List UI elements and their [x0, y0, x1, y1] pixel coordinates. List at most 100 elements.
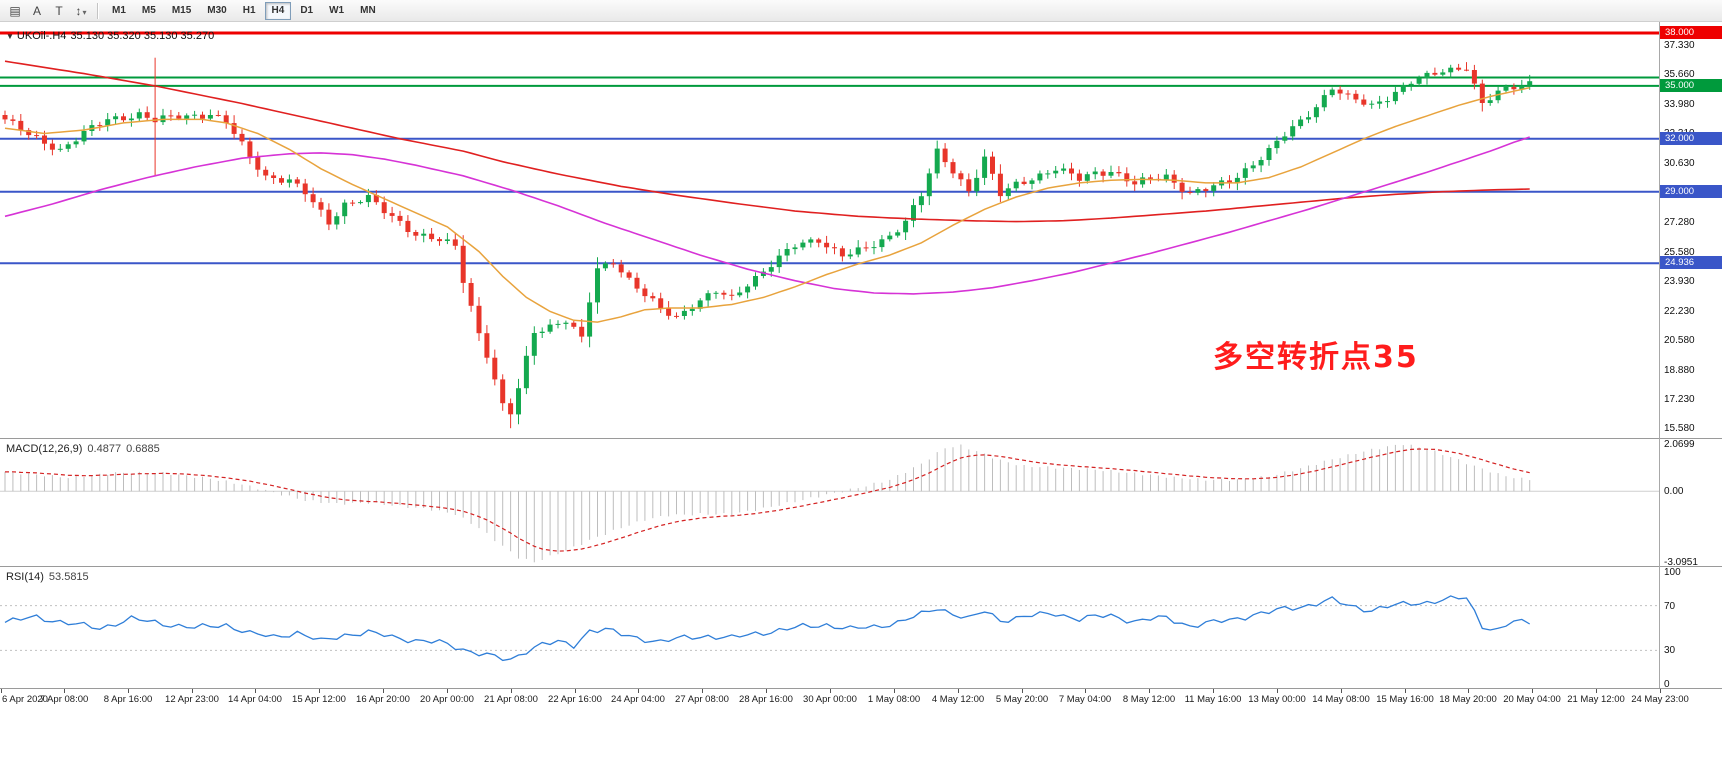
- time-axis-tick: [1596, 689, 1597, 693]
- time-axis-tick: [958, 689, 959, 693]
- timeframe-w1-button[interactable]: W1: [322, 2, 351, 20]
- horizontal-lines: [0, 31, 1660, 265]
- time-axis-label: 12 Apr 23:00: [165, 694, 219, 705]
- time-axis-label: 14 Apr 04:00: [228, 694, 282, 705]
- time-axis-label: 30 Apr 00:00: [803, 694, 857, 705]
- price-axis-label: 27.280: [1664, 217, 1695, 228]
- price-axis-label: 35.660: [1664, 69, 1695, 80]
- price-axis-label: 33.980: [1664, 99, 1695, 110]
- time-axis-tick: [447, 689, 448, 693]
- time-axis-tick: [1085, 689, 1086, 693]
- time-axis-tick: [1532, 689, 1533, 693]
- price-tag-24.936: 24.936: [1660, 256, 1722, 269]
- price-axis-label: 22.230: [1664, 306, 1695, 317]
- price-axis-label: 15.580: [1664, 423, 1695, 434]
- time-axis-tick: [1660, 689, 1661, 693]
- time-axis-tick: [1277, 689, 1278, 693]
- time-axis-label: 14 May 08:00: [1312, 694, 1370, 705]
- time-axis-label: 28 Apr 16:00: [739, 694, 793, 705]
- price-tag-38.000: 38.000: [1660, 26, 1722, 39]
- time-axis-label: 27 Apr 08:00: [675, 694, 729, 705]
- timeframe-m30-button[interactable]: M30: [200, 2, 233, 20]
- dropdown-caret-icon: ▾: [82, 7, 87, 17]
- text-tool-button[interactable]: T: [49, 2, 69, 20]
- timeline-separator: [0, 688, 1722, 689]
- chart-layout-button[interactable]: ▤: [5, 2, 25, 20]
- chart-annotation-text: 多空转折点35: [1213, 340, 1419, 375]
- time-axis-tick: [766, 689, 767, 693]
- macd-scale-min: -3.0951: [1664, 557, 1698, 568]
- timeframe-h4-button[interactable]: H4: [264, 1, 292, 20]
- time-axis-tick: [894, 689, 895, 693]
- ohlc-values: 35.130 35.320 35.130 35.270: [70, 30, 215, 42]
- macd-value: 0.4877: [87, 443, 122, 455]
- toolbar-tools: ▤ A T ↕▾: [4, 2, 92, 20]
- time-axis-label: 7 May 04:00: [1058, 694, 1112, 705]
- time-axis-label: 24 May 23:00: [1631, 694, 1689, 705]
- indicators-button[interactable]: ↕▾: [71, 2, 91, 20]
- time-axis-label: 24 Apr 04:00: [611, 694, 665, 705]
- time-axis-label: 16 Apr 20:00: [356, 694, 410, 705]
- main-price-chart[interactable]: [0, 22, 1660, 438]
- time-axis-tick: [1405, 689, 1406, 693]
- macd-pane-separator[interactable]: [0, 438, 1722, 439]
- cursor-pointer-button[interactable]: A: [27, 2, 47, 20]
- time-axis-label: 8 May 12:00: [1122, 694, 1176, 705]
- time-axis-tick: [383, 689, 384, 693]
- symbol-period: UKOil-.H4: [16, 30, 67, 42]
- time-axis-tick: [1, 689, 2, 693]
- price-axis-label: 17.230: [1664, 394, 1695, 405]
- price-tag-32.000: 32.000: [1660, 132, 1722, 145]
- rsi-pane-separator[interactable]: [0, 566, 1722, 567]
- macd-scale-zero: 0.00: [1664, 486, 1684, 497]
- rsi-scale-0: 0: [1664, 679, 1670, 690]
- timeframe-d1-button[interactable]: D1: [293, 2, 320, 20]
- price-axis-divider: [1659, 22, 1660, 688]
- timeframe-m5-button[interactable]: M5: [135, 2, 163, 20]
- price-axis-label: 37.330: [1664, 40, 1695, 51]
- chart-title: ▼ UKOil-.H4 35.130 35.320 35.130 35.270: [6, 30, 218, 42]
- rsi-scale-70: 70: [1664, 601, 1676, 612]
- ma-fast-orange: [4, 86, 1530, 323]
- timeframe-buttons: M1 M5 M15 M30 H1 H4 D1 W1 MN: [104, 1, 384, 20]
- macd-signal-line: [4, 448, 1530, 552]
- time-axis-tick: [319, 689, 320, 693]
- timeframe-m15-button[interactable]: M15: [165, 2, 198, 20]
- time-axis-tick: [1213, 689, 1214, 693]
- macd-indicator-pane[interactable]: [0, 440, 1660, 566]
- time-axis-tick: [511, 689, 512, 693]
- time-axis-label: 20 Apr 00:00: [420, 694, 474, 705]
- time-axis-label: 15 May 16:00: [1376, 694, 1434, 705]
- rsi-indicator-pane[interactable]: [0, 568, 1660, 688]
- time-axis-tick: [830, 689, 831, 693]
- price-tag-29.000: 29.000: [1660, 185, 1722, 198]
- time-axis-tick: [1341, 689, 1342, 693]
- time-axis-label: 13 May 00:00: [1248, 694, 1306, 705]
- price-tag-35.000: 35.000: [1660, 79, 1722, 92]
- macd-scale-max: 2.0699: [1664, 439, 1695, 450]
- time-axis-tick: [64, 689, 65, 693]
- time-axis-label: 21 May 12:00: [1567, 694, 1625, 705]
- time-axis-label: 6 Apr 2020: [2, 694, 48, 705]
- time-axis-label: 11 May 16:00: [1184, 694, 1242, 705]
- rsi-label: RSI(14) 53.5815: [6, 571, 94, 583]
- timeframe-mn-button[interactable]: MN: [353, 2, 383, 20]
- price-axis-label: 25.580: [1664, 247, 1695, 258]
- time-axis-tick: [128, 689, 129, 693]
- time-axis-label: 21 Apr 08:00: [484, 694, 538, 705]
- macd-histogram: [4, 444, 1531, 563]
- timeframe-h1-button[interactable]: H1: [236, 2, 263, 20]
- symbol-caret-icon[interactable]: ▼: [6, 32, 14, 41]
- rsi-value: 53.5815: [48, 571, 89, 583]
- timeframe-m1-button[interactable]: M1: [105, 2, 133, 20]
- time-axis-label: 5 May 20:00: [995, 694, 1049, 705]
- time-axis-tick: [575, 689, 576, 693]
- ma-slow-red: [4, 60, 1530, 223]
- time-axis-label: 18 May 20:00: [1439, 694, 1497, 705]
- time-axis-label: 4 May 12:00: [931, 694, 985, 705]
- time-axis-tick: [255, 689, 256, 693]
- rsi-scale-30: 30: [1664, 645, 1676, 656]
- time-axis-tick: [1149, 689, 1150, 693]
- time-axis-tick: [702, 689, 703, 693]
